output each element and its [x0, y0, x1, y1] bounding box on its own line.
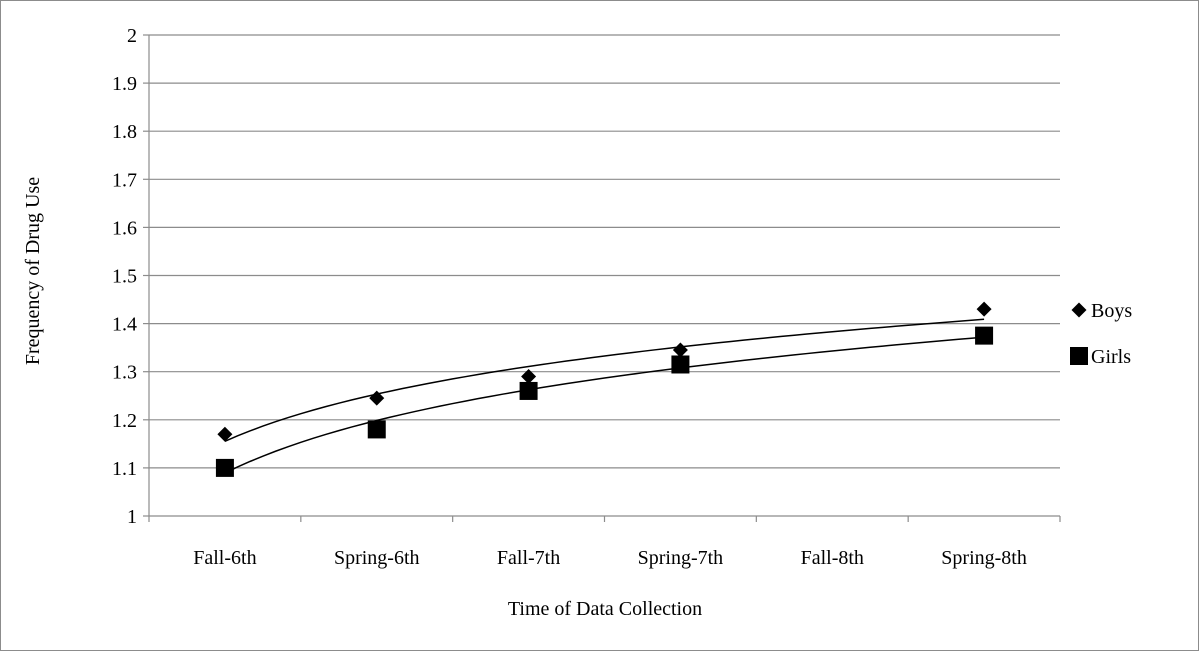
data-point-boys [217, 426, 233, 442]
y-tick-label: 1.1 [112, 458, 137, 480]
y-tick-label: 1.8 [112, 121, 137, 143]
y-tick-label: 1.5 [112, 266, 137, 288]
legend-label-girls: Girls [1091, 346, 1131, 368]
axes: 1 1.1 1.2 1.3 1.4 1.5 1.6 1.7 1.8 1.9 2 Fall-6th Spr… [112, 25, 1061, 569]
y-tick-label: 1.3 [112, 362, 137, 384]
x-tick-label: Fall-8th [801, 547, 864, 569]
y-tick-label: 1.6 [112, 217, 137, 239]
data-point-girls [519, 381, 538, 400]
y-tick-label: 1 [127, 506, 137, 528]
y-tick-label: 2 [127, 25, 137, 47]
data-point-boys [672, 342, 688, 358]
y-tick-label: 1.2 [112, 410, 137, 432]
y-tick-label: 1.7 [112, 169, 137, 191]
data-point-boys [976, 301, 992, 317]
y-tick-label: 1.4 [112, 314, 137, 336]
gridlines [149, 34, 1060, 469]
data-point-boys [521, 369, 537, 385]
x-tick-label: Spring-7th [638, 547, 724, 569]
data-point-girls [671, 355, 690, 374]
legend-marker-girls [1070, 347, 1088, 365]
data-point-girls [215, 458, 234, 477]
x-tick-label: Fall-6th [193, 547, 256, 569]
x-tick-label: Spring-6th [334, 547, 420, 569]
trendline-boys [224, 318, 985, 442]
legend-marker-boys [1071, 302, 1087, 318]
data-markers [215, 301, 994, 477]
x-axis-label: Time of Data Collection [508, 598, 702, 620]
trendline-girls [224, 336, 985, 474]
x-tick-label: Spring-8th [941, 547, 1027, 569]
data-point-girls [975, 326, 994, 345]
legend: Boys Girls [1070, 300, 1132, 368]
x-tick-label: Fall-7th [497, 547, 560, 569]
trendlines [224, 318, 985, 474]
data-point-boys [369, 390, 385, 406]
legend-label-boys: Boys [1091, 300, 1132, 322]
y-tick-label: 1.9 [112, 73, 137, 95]
y-axis-label: Frequency of Drug Use [22, 177, 44, 365]
data-point-girls [367, 420, 386, 439]
